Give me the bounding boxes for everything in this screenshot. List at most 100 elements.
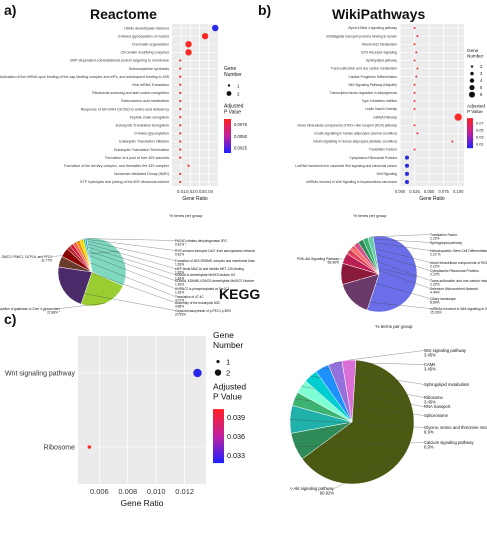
legend-size-dot bbox=[470, 65, 474, 68]
color-scale-bar bbox=[224, 119, 231, 153]
pie-slice-percent: 60.92% bbox=[320, 491, 334, 496]
pie-slice-percent: 20.55% bbox=[175, 313, 186, 317]
pie-slice-label: Hematopoietic Stem Cell Differentiation bbox=[430, 249, 487, 253]
y-category-label: Vitamin B12 Metabolism bbox=[362, 42, 398, 46]
pie-slice-label: p-65 (RFC) forcode (MCC, SMC1, SMC3, PSM… bbox=[0, 255, 52, 259]
panel-c-letter: c) bbox=[4, 311, 17, 327]
color-scale-bar bbox=[213, 409, 224, 464]
data-point bbox=[179, 59, 182, 62]
wikipathways-pie-chart: % terms per group PI3K-Akt Signaling Path… bbox=[297, 213, 487, 315]
pie-slice bbox=[84, 238, 93, 273]
y-category-label: Ribosomal scanning and start codon recog… bbox=[92, 91, 169, 95]
y-category-label: Sphingolipid pathway bbox=[366, 59, 398, 63]
data-point bbox=[451, 140, 454, 143]
pie-slice-label: Ribosome bbox=[424, 395, 444, 400]
y-category-label: Viral mRNA Translation bbox=[132, 83, 169, 87]
pie-slice-label: Addition of galactose to Core 4 glycopro… bbox=[0, 307, 60, 311]
pie-slice-label: PAG4D nitrates dehydrogenase 2PG bbox=[175, 239, 228, 243]
plot-area bbox=[400, 24, 464, 186]
legend-size-dot bbox=[469, 84, 475, 91]
legend-size-dot bbox=[226, 91, 232, 96]
panel-b-title: WikiPathways bbox=[332, 6, 426, 22]
legend-color-label: 0.07 bbox=[476, 120, 484, 125]
x-tick-label: 0.100 bbox=[453, 189, 464, 194]
legend-color-label: 0.03 bbox=[476, 134, 484, 139]
pie-slice-percent: 2.22% bbox=[430, 237, 440, 241]
x-tick-label: 0.04 bbox=[204, 189, 213, 194]
pie-slice-percent: 31.77% bbox=[41, 259, 52, 263]
pie-slice-label: HNRNC2 is phosphorylated at Ser1C4 bbox=[175, 287, 230, 291]
y-category-label: Ribosome bbox=[43, 444, 75, 451]
y-category-label: SRP-dependent cotranslational protein ta… bbox=[70, 59, 169, 63]
legend-size-label: 3 bbox=[480, 71, 483, 76]
y-category-label: Wnt signaling pathway bbox=[5, 370, 76, 377]
reactome-dot-plot: 0.01 0.02 0.03 0.04 HDMs demethylate histone… bbox=[0, 24, 248, 202]
pie-slice-label: miRNAs involved in Wnt signaling in hepa… bbox=[430, 307, 487, 311]
pie-leader-line bbox=[62, 289, 176, 311]
legend-p-value-title: Adjusted bbox=[467, 104, 485, 109]
x-tick-label: 0.010 bbox=[147, 487, 166, 496]
pie-slice-percent: 4.07% bbox=[175, 299, 184, 303]
pie-slice-percent: 21.88% * bbox=[47, 311, 61, 315]
y-category-label: LncRNA involvement in canonical Wnt sign… bbox=[295, 164, 398, 168]
pie-slice-label: Trans-sulfuration and one carbon metabol… bbox=[430, 279, 487, 283]
pie-leader-line bbox=[77, 240, 176, 269]
y-category-label: Eukaryotic Translation Initiation bbox=[119, 140, 169, 144]
panel-b-letter: b) bbox=[258, 2, 272, 18]
legend-size-label: 1 bbox=[226, 358, 230, 367]
plot-area bbox=[78, 336, 206, 484]
pie-slice-label: Sphingolipid metabolism bbox=[424, 382, 470, 387]
data-point bbox=[416, 132, 419, 135]
y-category-label: Cytoplasmic Ribosomal Proteins bbox=[350, 156, 398, 160]
pie-slice-percent: 2.22% bbox=[430, 283, 440, 287]
pie-slice-percent: 3.45% bbox=[424, 353, 436, 358]
pie-slice-label: RNA transport bbox=[424, 404, 451, 409]
pie-leader-line bbox=[351, 300, 431, 309]
pie-slice-percent: 3.45% bbox=[424, 367, 436, 372]
pie-slice-percent: 0.81% bbox=[175, 253, 184, 257]
y-category-label: O-linked glycosylation bbox=[134, 132, 169, 136]
y-category-label: Eukaryotic Translation Termination bbox=[114, 148, 169, 152]
y-category-label: EPO Receptor Signaling bbox=[361, 51, 397, 55]
plot-area bbox=[172, 24, 218, 186]
pie-slice-label: Novel intracellular components of RIG-I-… bbox=[430, 261, 487, 265]
legend-color-label: 0.0025 bbox=[234, 146, 248, 151]
legend-p-value-title: Adjusted bbox=[213, 382, 246, 392]
y-category-label: Trans-sulfuration and one carbon metabol… bbox=[331, 67, 397, 71]
pie-slice-label: eIEF binds MAC1A and inhibits MKT-125 bi… bbox=[175, 267, 244, 271]
pie-leader-line bbox=[59, 303, 106, 309]
pie-slice-percent: 1.63% bbox=[175, 271, 184, 275]
x-tick-label: 0.006 bbox=[90, 487, 109, 496]
x-tick-label: 0.008 bbox=[118, 487, 137, 496]
legend-size-dot bbox=[214, 369, 222, 376]
legend-color-label: 0.036 bbox=[227, 432, 245, 441]
data-point bbox=[413, 91, 416, 94]
y-category-label: Peptide chain elongation bbox=[130, 115, 169, 119]
pie-leader-line bbox=[344, 258, 431, 289]
legend-color-label: 0.01 bbox=[476, 141, 484, 146]
data-point bbox=[179, 83, 182, 86]
pie-header: % terms per group bbox=[354, 213, 388, 218]
pie-slice-percent: 56.96% bbox=[328, 261, 340, 265]
pie-slice-percent: 1.63% bbox=[175, 283, 184, 287]
data-point bbox=[413, 43, 416, 46]
legend-color-label: 0.0050 bbox=[234, 134, 248, 139]
legend-size-dot bbox=[470, 71, 474, 76]
data-point bbox=[179, 91, 182, 94]
data-point bbox=[185, 49, 192, 56]
data-point bbox=[179, 132, 182, 135]
legend-size-dot bbox=[227, 84, 231, 87]
y-category-label: Eukaryotic Translation Elongation bbox=[116, 124, 169, 128]
pie-slice-percent: 4.44% bbox=[430, 291, 440, 295]
legend-p-value-title: P Value bbox=[467, 109, 483, 114]
data-point bbox=[454, 113, 462, 121]
pie-slice-percent: 3.45% bbox=[424, 400, 436, 405]
data-point bbox=[201, 32, 209, 40]
pie-leader-line bbox=[85, 238, 176, 241]
x-axis-title: Gene Ratio bbox=[419, 196, 445, 202]
legend-color-label: 0.039 bbox=[227, 413, 245, 422]
x-tick-label: 0.01 bbox=[177, 189, 186, 194]
data-point bbox=[87, 445, 92, 449]
data-point bbox=[416, 35, 419, 38]
legend-size-label: 2 bbox=[480, 64, 483, 69]
